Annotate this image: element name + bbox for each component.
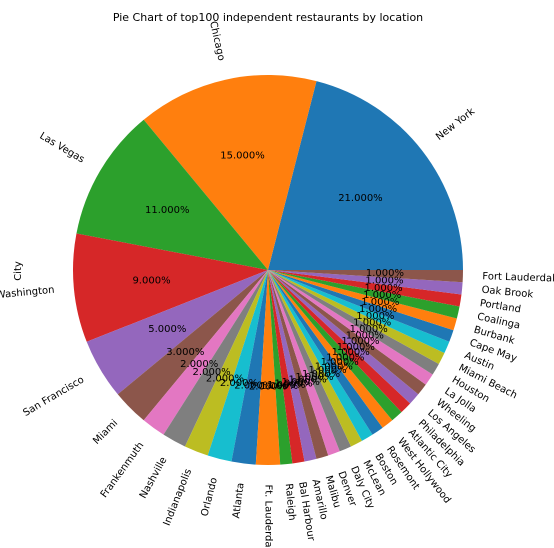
pct-label-houston: 1.000% bbox=[350, 324, 388, 335]
pct-label-orlando: 2.000% bbox=[220, 378, 258, 389]
pie-slice-washington bbox=[72, 233, 268, 342]
pct-label-miami-beach: 1.000% bbox=[353, 318, 391, 329]
y-axis-label: City bbox=[13, 261, 24, 281]
pct-label-daly-city: 1.000% bbox=[295, 372, 333, 383]
pie-slice-atlantic-city bbox=[268, 270, 402, 421]
pie-slice-burbank bbox=[268, 270, 457, 331]
category-label-new-york: New York bbox=[434, 106, 477, 143]
pct-label-la-jolla: 1.000% bbox=[346, 330, 384, 341]
pct-label-rosemont: 1.000% bbox=[315, 361, 353, 372]
pct-label-indianapolis: 2.000% bbox=[206, 373, 244, 384]
pct-label-bal-harbour: 1.000% bbox=[267, 380, 305, 391]
pct-label-philadelphia: 1.000% bbox=[332, 347, 370, 358]
pie-slice-denver bbox=[268, 270, 340, 456]
pct-label-frankenmuth: 2.000% bbox=[180, 359, 218, 370]
percentage-labels: 21.000%15.000%11.000%9.000%5.000%3.000%2… bbox=[132, 150, 404, 392]
category-label-miami: Miami bbox=[91, 418, 120, 447]
pie-slice-las-vegas bbox=[76, 119, 268, 270]
pie-slice-malibu bbox=[268, 270, 329, 459]
pie-slice-orlando bbox=[207, 270, 268, 462]
category-label-las-vegas: Las Vegas bbox=[38, 131, 87, 166]
pct-label-malibu: 1.000% bbox=[282, 377, 320, 388]
category-label-oak-brook: Oak Brook bbox=[481, 285, 534, 301]
pct-label-austin: 1.000% bbox=[356, 311, 394, 322]
pct-label-wheeling: 1.000% bbox=[341, 336, 379, 347]
category-label-raleigh: Raleigh bbox=[283, 483, 297, 521]
pie-slice-cape-may bbox=[268, 270, 454, 342]
pie-slice-rosemont bbox=[268, 270, 383, 435]
category-label-san-francisco: San Francisco bbox=[21, 374, 86, 418]
pie-slice-amarillo bbox=[268, 270, 317, 462]
pie-slice-los-angeles bbox=[268, 270, 419, 404]
pie-slice-daly-city bbox=[268, 270, 352, 452]
pct-label-miami: 3.000% bbox=[166, 347, 204, 358]
pie-slice-austin bbox=[268, 270, 450, 354]
pct-label-oak-brook: 1.000% bbox=[365, 276, 403, 287]
pie-slice-la-jolla bbox=[268, 270, 433, 385]
pie-slice-nashville bbox=[163, 270, 268, 447]
pct-label-portland: 1.000% bbox=[364, 283, 402, 294]
pie-slice-mclean bbox=[268, 270, 362, 447]
pct-label-new-york: 21.000% bbox=[338, 193, 383, 204]
pie-slice-philadelphia bbox=[268, 270, 411, 413]
pct-label-boston: 1.000% bbox=[308, 365, 346, 376]
pie-slice-san-francisco bbox=[86, 270, 268, 395]
pie-slice-boston bbox=[268, 270, 373, 441]
pie-slice-miami-beach bbox=[268, 270, 445, 364]
pie-slice-oak-brook bbox=[268, 270, 463, 295]
pct-label-denver: 1.000% bbox=[289, 375, 327, 386]
category-label-ft-lauderdale: Ft. Lauderdale bbox=[263, 485, 274, 548]
pie-slice-coalinga bbox=[268, 270, 460, 319]
pct-label-las-vegas: 11.000% bbox=[145, 205, 190, 216]
pie-slice-bal-harbour bbox=[268, 270, 305, 464]
pie-slice-houston bbox=[268, 270, 439, 375]
pct-label-atlantic-city: 1.000% bbox=[326, 352, 364, 363]
pie-slice-chicago bbox=[143, 75, 317, 270]
pie-slice-indianapolis bbox=[184, 270, 268, 456]
category-label-fort-lauderdale: Fort Lauderdale bbox=[482, 271, 554, 284]
pct-label-atlanta: 2.000% bbox=[234, 381, 272, 392]
pct-label-coalinga: 1.000% bbox=[363, 290, 401, 301]
pie-slice-raleigh bbox=[268, 270, 293, 465]
pct-label-amarillo: 1.000% bbox=[274, 379, 312, 390]
category-label-indianapolis: Indianapolis bbox=[162, 467, 194, 527]
pct-label-ft-lauderdale: 2.000% bbox=[249, 382, 287, 393]
pie-slice-wheeling bbox=[268, 270, 426, 395]
pct-label-west-hollywood: 1.000% bbox=[321, 357, 359, 368]
pie-slice-new-york bbox=[268, 81, 463, 270]
category-label-washington: Washington bbox=[0, 285, 55, 301]
pie-slice-west-hollywood bbox=[268, 270, 393, 428]
pct-label-mclean: 1.000% bbox=[302, 369, 340, 380]
pct-label-cape-may: 1.000% bbox=[359, 304, 397, 315]
category-label-chicago: Chicago bbox=[207, 20, 227, 62]
pie-slice-miami bbox=[117, 270, 268, 421]
pct-label-washington: 9.000% bbox=[132, 276, 170, 287]
pie-slices bbox=[72, 75, 464, 466]
pie-slice-frankenmuth bbox=[143, 270, 268, 435]
pct-label-nashville: 2.000% bbox=[193, 367, 231, 378]
pct-label-burbank: 1.000% bbox=[361, 297, 399, 308]
pct-label-fort-lauderdale: 1.000% bbox=[366, 268, 404, 279]
category-label-atlanta: Atlanta bbox=[231, 482, 246, 519]
category-label-orlando: Orlando bbox=[199, 476, 220, 517]
chart-title: Pie Chart of top100 independent restaura… bbox=[113, 11, 423, 24]
category-label-nashville: Nashville bbox=[138, 455, 170, 500]
pct-label-raleigh: 1.000% bbox=[260, 381, 298, 392]
pct-label-los-angeles: 1.000% bbox=[337, 342, 375, 353]
pie-slice-ft-lauderdale bbox=[255, 270, 281, 466]
pct-label-san-francisco: 5.000% bbox=[148, 324, 186, 335]
pct-label-chicago: 15.000% bbox=[220, 150, 265, 161]
pie-slice-portland bbox=[268, 270, 462, 307]
pie-slice-atlanta bbox=[231, 270, 268, 465]
pie-slice-fort-lauderdale bbox=[268, 270, 464, 283]
